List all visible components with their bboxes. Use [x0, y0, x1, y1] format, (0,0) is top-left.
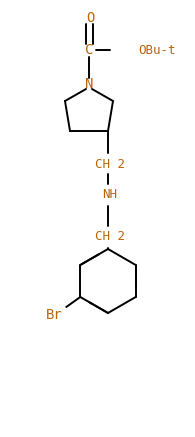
Text: CH 2: CH 2	[95, 230, 125, 243]
Text: OBu-t: OBu-t	[138, 44, 176, 56]
Text: O: O	[86, 11, 94, 25]
Text: N: N	[85, 77, 93, 91]
Text: NH: NH	[103, 188, 118, 201]
Text: C: C	[85, 43, 93, 57]
Text: Br: Br	[46, 308, 63, 322]
Text: CH 2: CH 2	[95, 157, 125, 170]
